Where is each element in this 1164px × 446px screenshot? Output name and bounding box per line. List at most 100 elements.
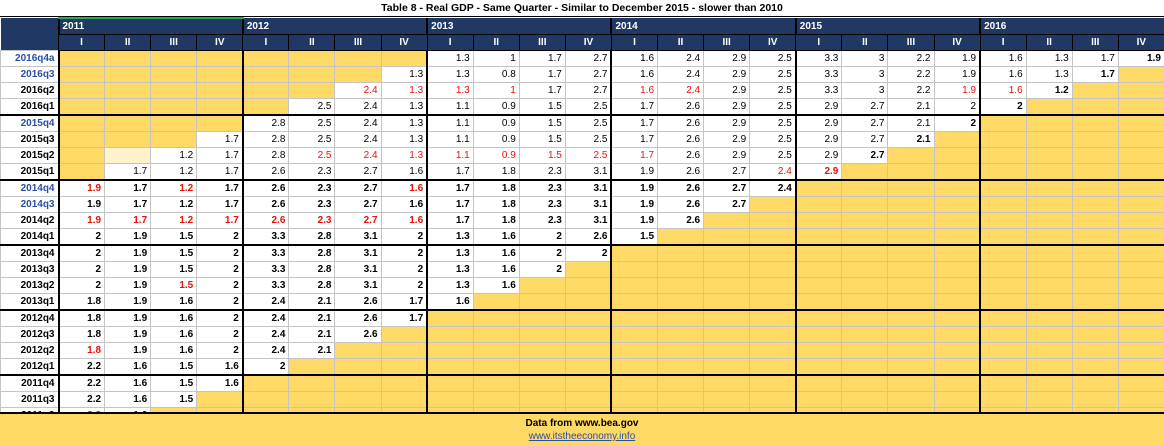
value-cell <box>979 342 1027 359</box>
value-cell <box>104 98 152 116</box>
value-cell: 1.9 <box>104 244 152 262</box>
value-cell <box>979 212 1027 229</box>
data-source-note: Data from www.bea.gov <box>525 418 639 429</box>
table-row: 2011q4 2.2 1.6 1.5 1.6 <box>0 374 1164 392</box>
value-cell: 2.5 <box>564 114 612 132</box>
row-label: 2015q1 <box>0 163 59 181</box>
value-cell <box>610 326 659 343</box>
value-cell <box>334 358 382 376</box>
value-cell: 2.9 <box>794 147 843 164</box>
value-cell <box>57 82 106 99</box>
value-cell <box>57 50 106 67</box>
value-cell: 2.9 <box>703 66 751 83</box>
value-cell: 2.4 <box>749 179 797 197</box>
table-row: 2014q4 1.9 1.7 1.2 1.7 2.6 2.3 2.7 1.6 1.7 1.8 2.3 3… <box>0 179 1164 197</box>
value-cell: 1.9 <box>104 342 152 359</box>
value-cell <box>887 277 935 294</box>
value-cell <box>749 293 797 311</box>
value-cell <box>57 114 106 132</box>
value-cell: 1.9 <box>104 309 152 327</box>
row-label: 2012q3 <box>0 326 59 343</box>
value-cell: 1.6 <box>472 261 520 278</box>
value-cell: 2 <box>979 98 1027 116</box>
value-cell: 2 <box>196 277 244 294</box>
value-cell <box>1117 212 1164 229</box>
value-cell: 1.8 <box>472 196 520 213</box>
value-cell: 2.6 <box>241 179 290 197</box>
value-cell: 1 <box>472 82 520 99</box>
value-cell: 3.3 <box>794 50 843 67</box>
value-cell <box>933 196 981 213</box>
website-link[interactable]: www.itstheeconomy.info <box>528 431 636 442</box>
value-cell <box>1071 228 1119 246</box>
value-cell <box>979 228 1027 246</box>
value-cell: 1.5 <box>150 228 198 246</box>
value-cell <box>1117 196 1164 213</box>
value-cell <box>1117 228 1164 246</box>
value-cell: 2.8 <box>288 228 336 246</box>
value-cell: 1.2 <box>150 179 198 197</box>
value-cell: 1.9 <box>610 212 659 229</box>
value-cell: 2 <box>380 228 428 246</box>
value-cell <box>334 374 382 392</box>
value-cell: 1.6 <box>472 277 520 294</box>
year-header-row: 2011 2012 2013 2014 2015 2016 <box>0 17 1164 51</box>
value-cell: 2.4 <box>241 342 290 359</box>
value-cell: 1.5 <box>150 358 198 376</box>
value-cell: 2.7 <box>564 50 612 67</box>
value-cell <box>841 358 889 376</box>
value-cell <box>657 244 705 262</box>
value-cell <box>1117 261 1164 278</box>
value-cell <box>703 228 751 246</box>
row-label: 2014q2 <box>0 212 59 229</box>
value-cell: 3.1 <box>564 179 612 197</box>
value-cell: 1.9 <box>1117 50 1164 67</box>
gdp-revision-table: 2011 2012 2013 2014 2015 2016 I II III IV I II III IV… <box>0 17 1164 440</box>
value-cell: 2.7 <box>703 196 751 213</box>
value-cell <box>1071 293 1119 311</box>
value-cell: 1.9 <box>610 179 659 197</box>
value-cell: 2.8 <box>241 114 290 132</box>
value-cell <box>57 98 106 116</box>
value-cell: 3.3 <box>241 228 290 246</box>
value-cell <box>1117 309 1164 327</box>
value-cell <box>841 391 889 408</box>
quarter-header: III <box>150 34 198 51</box>
row-label: 2015q4 <box>0 114 59 132</box>
value-cell <box>749 228 797 246</box>
value-cell: 3 <box>841 50 889 67</box>
value-cell <box>1071 244 1119 262</box>
value-cell <box>979 261 1027 278</box>
value-cell <box>703 277 751 294</box>
value-cell: 1.7 <box>104 196 152 213</box>
value-cell: 2.1 <box>887 114 935 132</box>
value-cell <box>657 277 705 294</box>
table-row: 2012q2 1.8 1.9 1.6 2 2.4 2.1 <box>0 342 1164 359</box>
value-cell: 1.7 <box>610 98 659 116</box>
value-cell <box>979 277 1027 294</box>
value-cell: 2 <box>518 244 566 262</box>
value-cell: 2.5 <box>749 66 797 83</box>
value-cell: 2.3 <box>518 196 566 213</box>
value-cell: 2 <box>57 261 106 278</box>
value-cell: 2 <box>196 326 244 343</box>
row-label: 2016q4a <box>0 50 59 67</box>
value-cell <box>703 261 751 278</box>
value-cell <box>841 212 889 229</box>
value-cell <box>887 147 935 164</box>
value-cell: 2.4 <box>657 66 705 83</box>
value-cell: 2 <box>57 277 106 294</box>
value-cell <box>887 228 935 246</box>
value-cell: 2.2 <box>887 50 935 67</box>
value-cell <box>610 277 659 294</box>
value-cell <box>104 114 152 132</box>
quarter-header: III <box>334 34 382 51</box>
value-cell <box>979 244 1027 262</box>
value-cell: 1.7 <box>196 196 244 213</box>
value-cell: 1.7 <box>518 66 566 83</box>
value-cell <box>1071 326 1119 343</box>
year-header: 2011 <box>57 17 243 35</box>
value-cell <box>657 374 705 392</box>
value-cell <box>933 277 981 294</box>
value-cell <box>1025 309 1073 327</box>
